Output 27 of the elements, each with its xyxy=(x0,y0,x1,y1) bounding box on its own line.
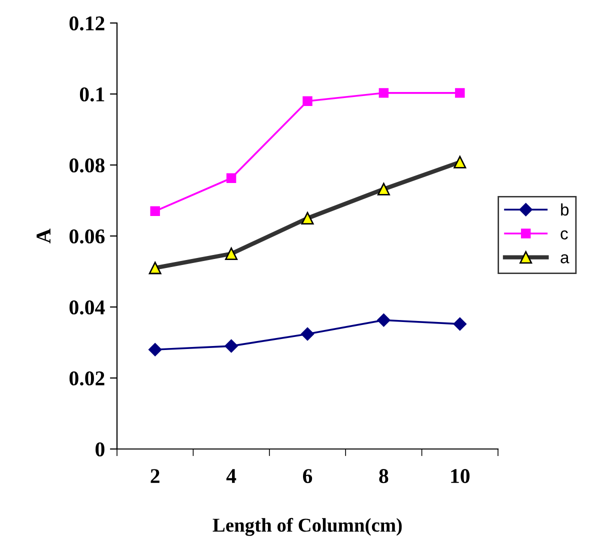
x-axis-title: Length of Column(cm) xyxy=(212,518,402,536)
point xyxy=(148,343,162,356)
legend-label: c xyxy=(560,230,568,240)
x-tick-label: 2 xyxy=(150,469,160,483)
y-tick-label: 0.08 xyxy=(70,158,105,173)
point xyxy=(226,173,236,183)
point xyxy=(377,314,390,327)
legend-label: b xyxy=(561,203,569,216)
x-tick-label: 10 xyxy=(451,469,470,484)
point xyxy=(302,96,312,106)
point xyxy=(300,327,314,341)
point xyxy=(224,339,238,353)
x-tick-label: 6 xyxy=(303,469,312,484)
point xyxy=(378,88,389,98)
x-tick-label: 8 xyxy=(379,469,388,484)
point xyxy=(453,317,466,331)
y-tick-label: 0.02 xyxy=(70,371,104,386)
y-axis-title: A xyxy=(36,228,50,244)
y-tick-label: 0.12 xyxy=(70,16,104,31)
y-tick-label: 0.04 xyxy=(70,300,105,315)
point xyxy=(150,206,160,216)
y-tick-label: 0 xyxy=(96,442,104,456)
y-tick-label: 0.06 xyxy=(70,229,105,244)
legend-label: a xyxy=(560,254,570,264)
y-tick-label: 0.1 xyxy=(80,87,104,102)
x-tick-label: 4 xyxy=(226,469,236,483)
point xyxy=(455,88,465,98)
